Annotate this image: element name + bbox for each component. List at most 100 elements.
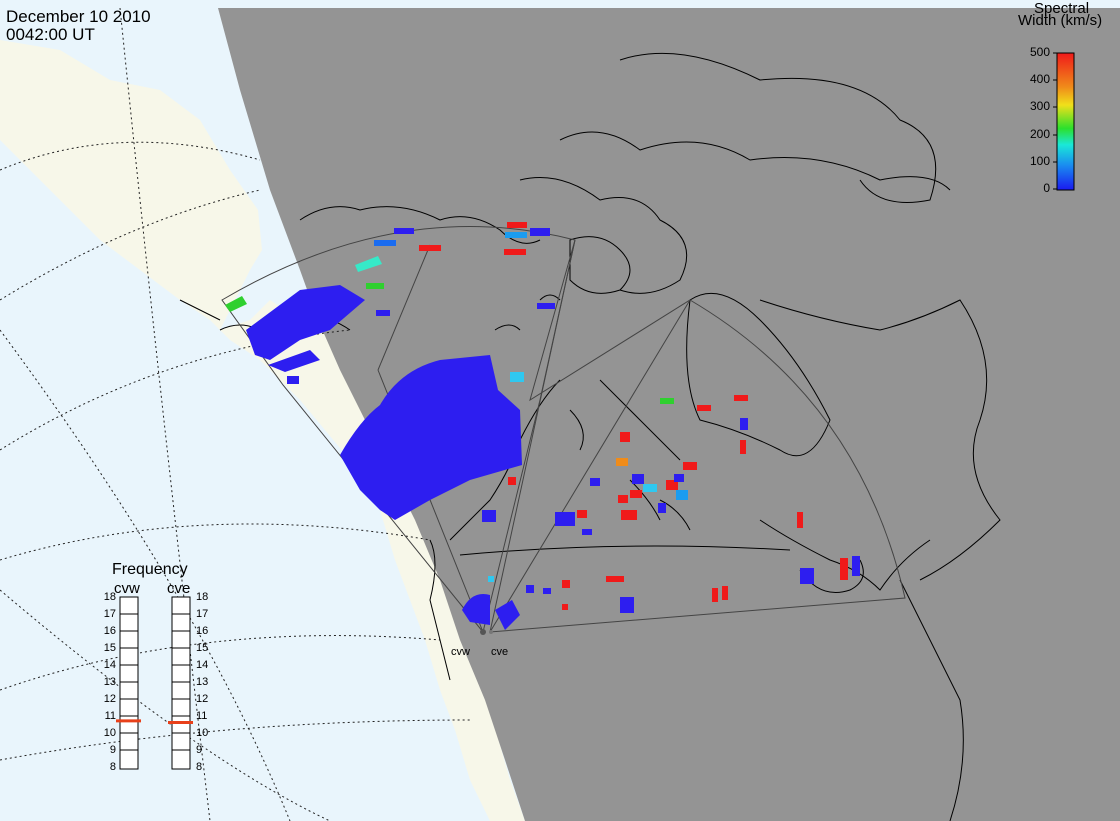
echo-patch [630, 490, 642, 498]
echo-patch [618, 495, 628, 503]
colorbar-tick-label: 500 [1029, 45, 1050, 59]
echo-patch [740, 440, 746, 454]
colorbar-tick-label: 100 [1029, 154, 1050, 168]
echo-patch [840, 558, 848, 580]
echo-patch [366, 283, 384, 289]
coastlines [179, 52, 1001, 821]
cvw-scale-tick-label: 8 [109, 761, 116, 773]
echo-patch [508, 477, 516, 485]
daylit-land [0, 40, 525, 821]
frequency-scale-cvw [116, 596, 141, 770]
cvw-site-marker [480, 629, 486, 635]
echo-patch [287, 376, 299, 384]
echo-patch [376, 310, 390, 316]
echo-patch [606, 576, 624, 582]
colorbar-ticks [1053, 52, 1057, 190]
echo-patch [482, 510, 496, 522]
cvw-beam-line-far [377, 244, 431, 371]
cve-scale-tick-label: 11 [196, 710, 208, 722]
frequency-title: Frequency [112, 561, 188, 578]
cve-scale-tick-label: 9 [196, 744, 203, 756]
cve-scale-tick-label: 18 [196, 591, 209, 603]
echo-near-cvw [462, 594, 490, 625]
echo-patch [225, 296, 247, 312]
cve-scale-tick-label: 16 [196, 625, 209, 637]
echo-region-alaska [246, 285, 365, 360]
cvw-scale-tick-label: 10 [103, 727, 116, 739]
echo-patch [374, 240, 396, 246]
echo-patch [355, 256, 382, 272]
date-label: December 10 2010 [6, 7, 151, 26]
echo-patch [537, 303, 555, 309]
echo-patch [419, 245, 441, 251]
echo-patch [712, 588, 718, 602]
echo-patch [555, 512, 575, 526]
echo-patch [621, 510, 637, 520]
echo-patch [577, 510, 587, 518]
cvw-scale-tick-label: 17 [103, 608, 116, 620]
cve-beam-line [489, 299, 691, 633]
echo-patch [504, 249, 526, 255]
echo-patch [590, 478, 600, 486]
echo-patch [632, 474, 644, 484]
echo-patch [268, 350, 320, 372]
cvw-scale-tick-label: 13 [103, 676, 116, 688]
spectral-width-colorbar [1056, 52, 1075, 191]
echo-patch [530, 228, 550, 236]
cvw-scale-tick-label: 18 [103, 591, 116, 603]
cve-scale-tick-label: 8 [196, 761, 203, 773]
echo-patch [394, 228, 414, 234]
echo-patch [722, 586, 728, 600]
echo-patch [620, 597, 634, 613]
night-region [218, 8, 1120, 821]
cvw-scale-tick-label: 12 [103, 693, 116, 705]
echo-patch [676, 490, 688, 500]
echo-near-cve [495, 600, 520, 630]
echo-patch [660, 398, 674, 404]
cvw-scale-label: cvw [114, 580, 140, 597]
colorbar-tick-label: 300 [1029, 99, 1050, 113]
echo-patch [674, 474, 684, 482]
echo-patch [643, 484, 657, 492]
cve-scale-tick-label: 10 [196, 727, 209, 739]
echo-patch [666, 480, 678, 490]
cvw-scale-tick-label: 16 [103, 625, 116, 637]
cve-scale-tick-label: 13 [196, 676, 209, 688]
echo-patch [683, 462, 697, 470]
colorbar-tick-label: 200 [1029, 127, 1050, 141]
echo-patch [526, 585, 534, 593]
cve-scale-tick-label: 15 [196, 642, 209, 654]
echo-patch [505, 232, 527, 238]
echo-patch [797, 512, 803, 528]
echo-patch [616, 458, 628, 466]
colorbar-title-line2: Width (km/s) [1018, 12, 1103, 29]
echo-patch [507, 222, 527, 228]
echo-patch [582, 529, 592, 535]
colorbar-tick-label: 0 [1043, 181, 1050, 195]
time-label: 0042:00 UT [6, 25, 95, 44]
cvw-scale-tick-label: 11 [104, 710, 116, 722]
colorbar-tick-label: 400 [1029, 72, 1050, 86]
echo-patch [488, 576, 494, 582]
echo-patch [697, 405, 711, 411]
echo-patch [852, 556, 860, 576]
cve-site-marker [489, 630, 493, 634]
cvw-scale-tick-label: 15 [103, 642, 116, 654]
echo-patch [562, 604, 568, 610]
echo-patch [620, 432, 630, 442]
radar-echoes [225, 222, 860, 630]
echo-patch [800, 568, 814, 584]
cve-scale-tick-label: 14 [196, 659, 209, 671]
colorbar-title-line1: Spectral [1034, 0, 1090, 17]
cvw-scale-tick-label: 9 [109, 744, 116, 756]
echo-patch [740, 418, 748, 430]
echo-patch [562, 580, 570, 588]
echo-patch [543, 588, 551, 594]
cve-scale-tick-label: 17 [196, 608, 209, 620]
site-label-cve: cve [491, 646, 509, 658]
echo-patch [658, 503, 666, 513]
cve-fov [489, 239, 906, 633]
echo-patch [734, 395, 748, 401]
